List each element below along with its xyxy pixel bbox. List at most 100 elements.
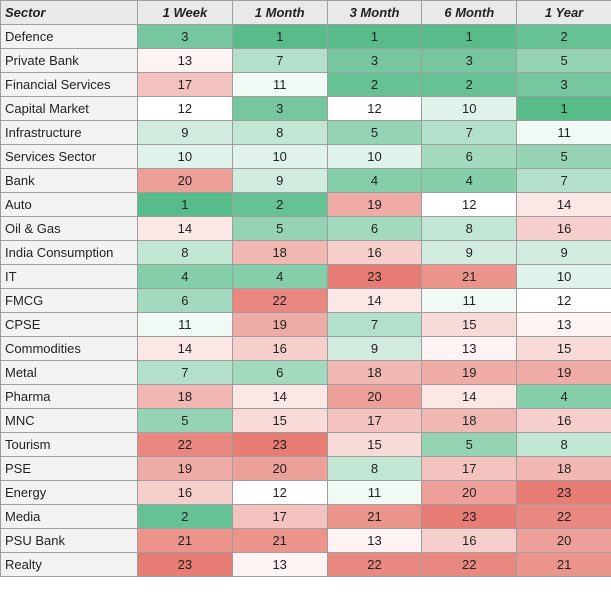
sector-name: PSE: [0, 456, 138, 481]
rank-cell-6-month: 2: [421, 72, 518, 97]
header-sector: Sector: [0, 0, 138, 25]
header-1-week: 1 Week: [137, 0, 233, 25]
rank-cell-6-month: 22: [421, 552, 518, 577]
rank-cell-1-week: 6: [137, 288, 233, 313]
table-row-cpse: CPSE 11 19 7 15 13: [0, 312, 611, 337]
rank-cell-6-month: 3: [421, 48, 518, 73]
rank-cell-1-month: 4: [231, 264, 328, 289]
rank-cell-1-year: 10: [516, 264, 611, 289]
rank-cell-1-year: 5: [516, 48, 611, 73]
rank-cell-1-week: 1: [137, 192, 233, 217]
rank-cell-6-month: 17: [421, 456, 518, 481]
rank-cell-3-month: 2: [326, 72, 423, 97]
sector-name: Metal: [0, 360, 138, 385]
rank-cell-6-month: 19: [421, 360, 518, 385]
rank-cell-1-month: 1: [231, 24, 328, 49]
rank-cell-1-year: 19: [516, 360, 611, 385]
rank-cell-1-week: 18: [137, 384, 233, 409]
sector-rank-table: Sector 1 Week 1 Month 3 Month 6 Month 1 …: [0, 0, 611, 577]
rank-cell-1-week: 3: [137, 24, 233, 49]
rank-cell-3-month: 4: [326, 168, 423, 193]
rank-cell-3-month: 19: [326, 192, 423, 217]
rank-cell-1-week: 14: [137, 216, 233, 241]
rank-cell-6-month: 12: [421, 192, 518, 217]
sector-name: Services Sector: [0, 144, 138, 169]
table-row-auto: Auto 1 2 19 12 14: [0, 192, 611, 217]
rank-cell-6-month: 20: [421, 480, 518, 505]
header-1-year: 1 Year: [516, 0, 611, 25]
rank-cell-6-month: 13: [421, 336, 518, 361]
rank-cell-6-month: 7: [421, 120, 518, 145]
rank-cell-1-month: 6: [231, 360, 328, 385]
rank-cell-1-year: 15: [516, 336, 611, 361]
sector-name: Financial Services: [0, 72, 138, 97]
rank-cell-3-month: 1: [326, 24, 423, 49]
rank-cell-3-month: 13: [326, 528, 423, 553]
rank-cell-1-month: 5: [231, 216, 328, 241]
header-3-month: 3 Month: [326, 0, 423, 25]
rank-cell-3-month: 20: [326, 384, 423, 409]
rank-cell-6-month: 11: [421, 288, 518, 313]
rank-cell-1-week: 5: [137, 408, 233, 433]
rank-cell-6-month: 6: [421, 144, 518, 169]
rank-cell-3-month: 3: [326, 48, 423, 73]
rank-cell-6-month: 16: [421, 528, 518, 553]
rank-cell-3-month: 9: [326, 336, 423, 361]
rank-cell-1-month: 2: [231, 192, 328, 217]
rank-cell-1-year: 18: [516, 456, 611, 481]
rank-cell-3-month: 10: [326, 144, 423, 169]
rank-cell-1-week: 4: [137, 264, 233, 289]
rank-cell-1-week: 19: [137, 456, 233, 481]
rank-cell-1-month: 17: [231, 504, 328, 529]
table-row-it: IT 4 4 23 21 10: [0, 264, 611, 289]
table-row-capital-market: Capital Market 12 3 12 10 1: [0, 96, 611, 121]
rank-cell-1-year: 20: [516, 528, 611, 553]
rank-cell-1-month: 21: [231, 528, 328, 553]
rank-cell-1-year: 16: [516, 216, 611, 241]
table-row-media: Media 2 17 21 23 22: [0, 504, 611, 529]
sector-name: Infrastructure: [0, 120, 138, 145]
rank-cell-1-month: 15: [231, 408, 328, 433]
rank-cell-1-week: 21: [137, 528, 233, 553]
table-row-fmcg: FMCG 6 22 14 11 12: [0, 288, 611, 313]
rank-cell-1-week: 23: [137, 552, 233, 577]
rank-cell-1-week: 11: [137, 312, 233, 337]
rank-cell-6-month: 10: [421, 96, 518, 121]
rank-cell-1-year: 7: [516, 168, 611, 193]
rank-cell-1-month: 7: [231, 48, 328, 73]
rank-cell-1-week: 22: [137, 432, 233, 457]
table-row-pharma: Pharma 18 14 20 14 4: [0, 384, 611, 409]
rank-cell-1-week: 10: [137, 144, 233, 169]
rank-cell-1-month: 10: [231, 144, 328, 169]
rank-cell-3-month: 21: [326, 504, 423, 529]
sector-name: Capital Market: [0, 96, 138, 121]
table-row-realty: Realty 23 13 22 22 21: [0, 552, 611, 577]
rank-cell-1-year: 1: [516, 96, 611, 121]
table-row-oil-and-gas: Oil & Gas 14 5 6 8 16: [0, 216, 611, 241]
rank-cell-6-month: 5: [421, 432, 518, 457]
rank-cell-1-year: 2: [516, 24, 611, 49]
rank-cell-6-month: 21: [421, 264, 518, 289]
rank-cell-1-week: 8: [137, 240, 233, 265]
table-row-india-consumption: India Consumption 8 18 16 9 9: [0, 240, 611, 265]
rank-cell-1-year: 9: [516, 240, 611, 265]
table-row-bank: Bank 20 9 4 4 7: [0, 168, 611, 193]
rank-cell-6-month: 8: [421, 216, 518, 241]
sector-name: MNC: [0, 408, 138, 433]
rank-cell-6-month: 1: [421, 24, 518, 49]
rank-cell-3-month: 8: [326, 456, 423, 481]
sector-name: Bank: [0, 168, 138, 193]
rank-cell-3-month: 15: [326, 432, 423, 457]
rank-cell-6-month: 4: [421, 168, 518, 193]
table-body: Defence 3 1 1 1 2 Private Bank 13 7 3 3 5 Financial …: [0, 24, 611, 577]
rank-cell-1-week: 2: [137, 504, 233, 529]
rank-cell-1-month: 23: [231, 432, 328, 457]
rank-cell-3-month: 16: [326, 240, 423, 265]
header-1-month: 1 Month: [231, 0, 328, 25]
rank-cell-1-week: 16: [137, 480, 233, 505]
rank-cell-3-month: 18: [326, 360, 423, 385]
table-row-psu-bank: PSU Bank 21 21 13 16 20: [0, 528, 611, 553]
rank-cell-1-year: 21: [516, 552, 611, 577]
rank-cell-1-month: 12: [231, 480, 328, 505]
rank-cell-1-month: 14: [231, 384, 328, 409]
